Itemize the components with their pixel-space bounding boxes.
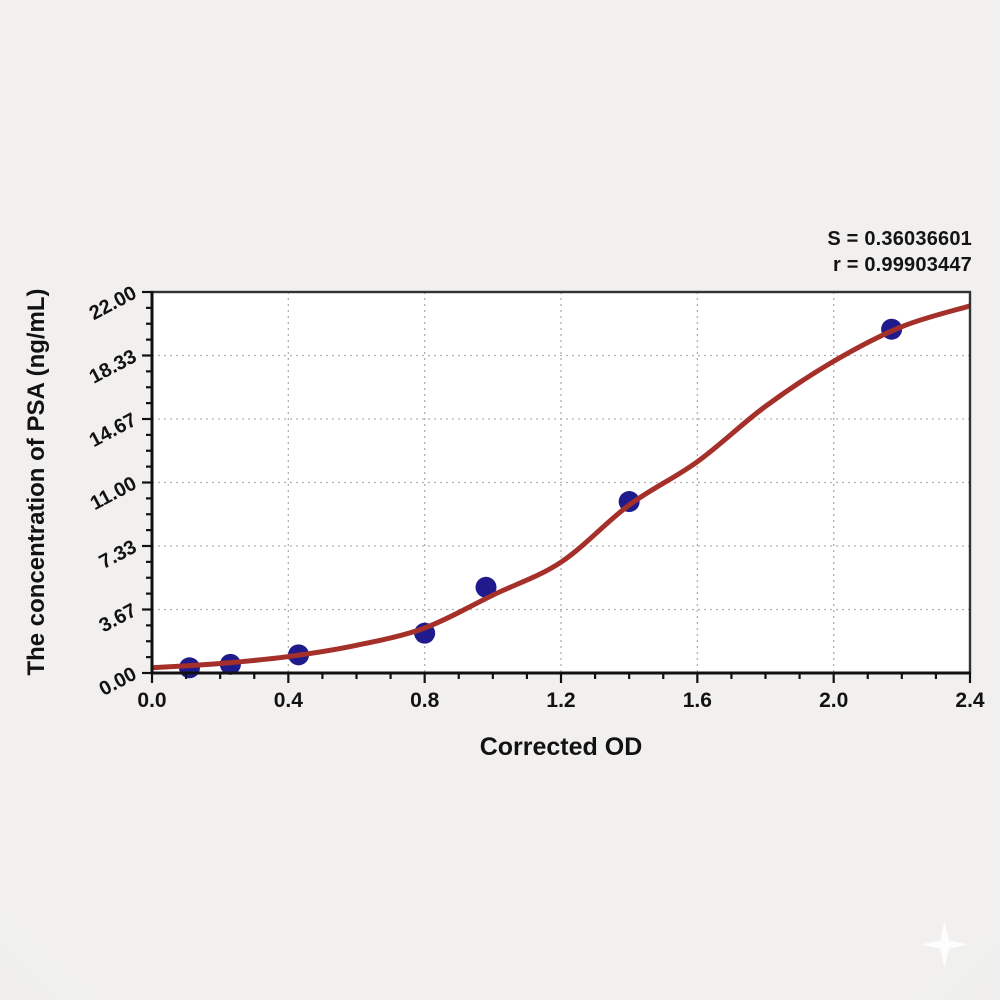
y-tick-label: 7.33 [96,536,141,574]
y-axis-title: The concentration of PSA (ng/mL) [23,288,50,676]
y-tick-label: 14.67 [86,409,141,452]
y-tick-label: 0.00 [96,663,141,701]
x-tick-label: 1.2 [546,689,575,712]
y-tick-label: 22.00 [86,282,141,325]
x-tick-label: 0.0 [137,689,166,712]
s-value-text: S = 0.36036601 [827,228,972,250]
x-tick-label: 2.4 [955,689,985,712]
y-tick-label: 18.33 [86,345,141,388]
x-tick-label: 2.0 [819,689,848,712]
x-tick-label: 0.8 [410,689,440,712]
y-tick-label: 11.00 [87,472,141,514]
x-axis-title: Corrected OD [479,733,643,761]
y-tick-label: 3.67 [96,599,141,637]
x-tick-label: 1.6 [683,689,712,712]
data-point [475,576,497,598]
fit-statistics: S = 0.36036601 r = 0.99903447 [827,226,972,278]
x-tick-label: 0.4 [274,689,304,712]
r-value-text: r = 0.99903447 [832,254,972,276]
fitted-curve-line [152,303,970,671]
